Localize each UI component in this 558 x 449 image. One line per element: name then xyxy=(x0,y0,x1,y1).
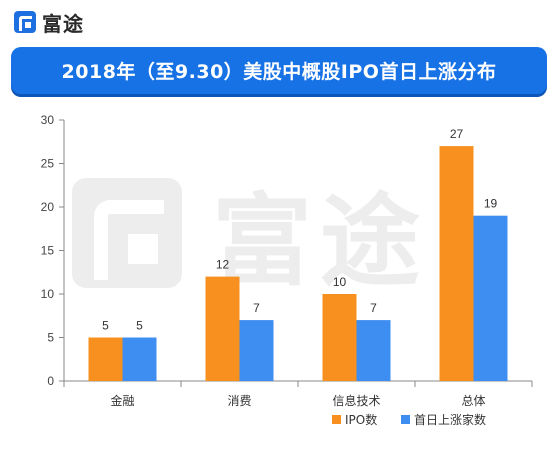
data-label: 7 xyxy=(253,301,260,315)
legend-label: IPO数 xyxy=(345,412,377,427)
bar-ipo-0 xyxy=(88,337,123,381)
legend-label: 首日上涨家数 xyxy=(414,412,486,427)
bar-chart: 0 5 10 15 20 25 30 金融 消费 信息技术 总体 5 5 12 7 10 7 27 19 IPO数… xyxy=(41,113,533,427)
data-label: 27 xyxy=(450,127,464,141)
y-tick-label: 20 xyxy=(41,200,55,214)
data-label: 19 xyxy=(484,197,498,211)
data-label: 7 xyxy=(370,301,377,315)
chart-title: 2018年（至9.30）美股中概股IPO首日上涨分布 xyxy=(61,61,497,83)
legend-swatch xyxy=(401,415,410,424)
y-tick-label: 10 xyxy=(41,287,55,301)
legend-swatch xyxy=(332,415,341,424)
bar-rise-3 xyxy=(473,215,508,381)
chart-title-banner: 2018年（至9.30）美股中概股IPO首日上涨分布 xyxy=(11,47,547,94)
chart-bars: 5 5 12 7 10 7 27 19 xyxy=(88,127,508,381)
bar-rise-1 xyxy=(239,320,274,381)
category-label: 信息技术 xyxy=(332,393,380,408)
bar-rise-2 xyxy=(356,320,391,381)
brand-name: 富途 xyxy=(42,11,84,36)
bar-ipo-2 xyxy=(322,294,357,381)
y-tick-label: 15 xyxy=(41,244,55,258)
data-label: 12 xyxy=(216,258,230,272)
y-tick-label: 30 xyxy=(41,113,55,127)
data-label: 5 xyxy=(136,319,143,333)
category-label: 金融 xyxy=(110,393,134,408)
y-tick-label: 0 xyxy=(47,374,54,388)
y-tick-label: 5 xyxy=(47,331,54,345)
category-label: 消费 xyxy=(227,394,251,408)
bar-rise-0 xyxy=(122,337,157,381)
bar-ipo-1 xyxy=(205,276,240,381)
data-label: 10 xyxy=(333,275,347,289)
brand-header: 富途 xyxy=(14,8,84,36)
data-label: 5 xyxy=(102,319,109,333)
y-tick-label: 25 xyxy=(41,157,55,171)
bar-ipo-3 xyxy=(439,146,474,381)
futu-logo-icon xyxy=(14,11,36,33)
category-label: 总体 xyxy=(461,394,485,408)
chart-legend: IPO数 首日上涨家数 xyxy=(332,412,486,427)
